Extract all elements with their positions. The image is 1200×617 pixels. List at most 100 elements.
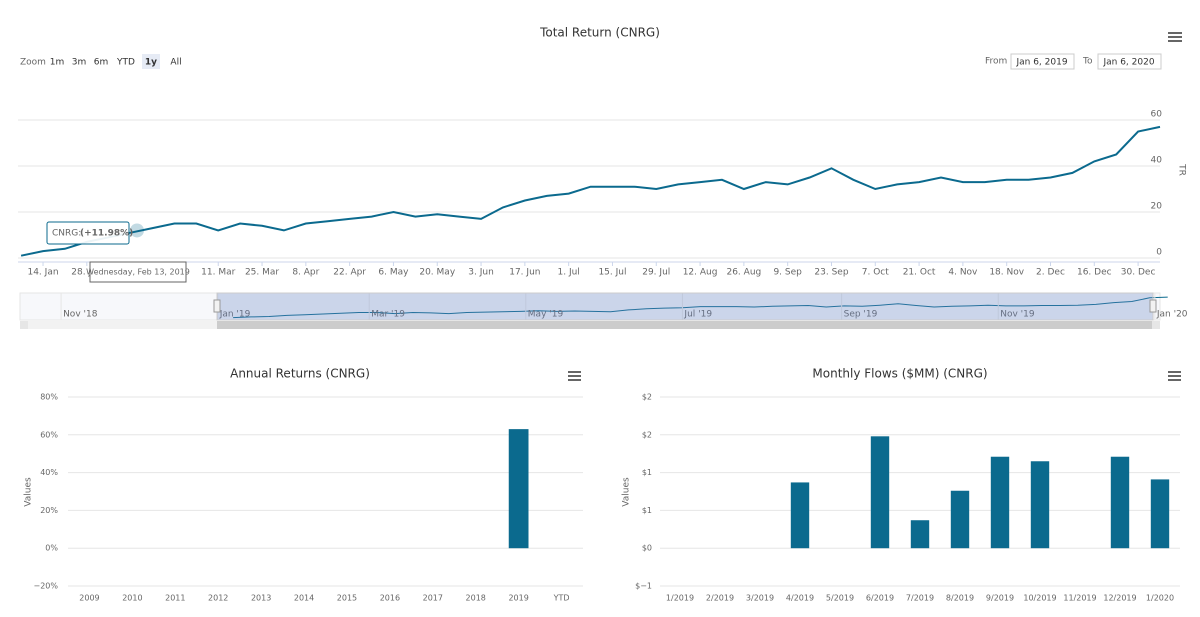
navigator-label: Sep '19 (844, 310, 878, 320)
hover-halo (130, 223, 144, 238)
x-tick-label: 11/2019 (1063, 594, 1096, 603)
bar (1030, 461, 1050, 549)
bar (950, 490, 970, 549)
x-tick-label: 12/2019 (1103, 594, 1136, 603)
scrollbar-thumb[interactable] (217, 321, 1153, 329)
y-tick-label: 60 (1151, 110, 1163, 120)
x-tick-label: 8. Apr (292, 268, 319, 278)
x-tick-label: 2017 (423, 594, 443, 603)
y-tick-label: 20% (40, 506, 58, 515)
bar (508, 429, 529, 549)
navigator-label: Nov '18 (63, 310, 98, 320)
y-tick-label: 80% (40, 393, 58, 402)
to-input[interactable] (1097, 53, 1162, 70)
x-tick-label: 2/2019 (706, 594, 734, 603)
bar (990, 456, 1010, 549)
x-tick-label: 1/2019 (666, 594, 694, 603)
x-tick-label: 23. Sep (814, 268, 848, 278)
chart-title: Annual Returns (CNRG) (230, 367, 370, 381)
from-label: From (985, 57, 1007, 67)
y-axis-title: Values (24, 477, 34, 507)
x-tick-label: 10/2019 (1023, 594, 1056, 603)
y-tick-label: 0 (1156, 248, 1162, 258)
x-tick-label: 2018 (466, 594, 486, 603)
x-tick-label: 11. Mar (201, 268, 235, 278)
y-tick-label: 20 (1151, 202, 1163, 212)
x-tick-label: 9. Sep (773, 268, 802, 278)
zoom-button[interactable]: All (170, 58, 181, 68)
from-input[interactable] (1010, 53, 1075, 70)
bar (790, 482, 810, 549)
x-tick-label: 4/2019 (786, 594, 814, 603)
to-label: To (1082, 57, 1093, 67)
bar (1150, 479, 1170, 549)
navigator-handle[interactable] (1149, 299, 1157, 313)
y-tick-label: $2 (642, 393, 652, 402)
y-tick-label: $0 (642, 544, 652, 553)
x-tick-label: 2014 (294, 594, 314, 603)
x-tick-label: 3/2019 (746, 594, 774, 603)
x-tick-label: 2009 (79, 594, 99, 603)
x-tick-label: 20. May (419, 268, 455, 278)
scroll-right[interactable] (1152, 321, 1160, 329)
navigator-label: Nov '19 (1000, 310, 1035, 320)
navigator-label: Jan '20 (1156, 310, 1188, 320)
chart-title: Monthly Flows ($MM) (CNRG) (812, 367, 987, 381)
x-tick-label: 1. Jul (558, 268, 580, 278)
zoom-button[interactable]: 3m (72, 58, 87, 68)
x-tick-label: 18. Nov (989, 268, 1024, 278)
x-tick-label: 1/2020 (1146, 594, 1174, 603)
zoom-button[interactable]: YTD (116, 58, 135, 68)
x-tick-label: YTD (553, 594, 570, 603)
zoom-button[interactable]: 1m (50, 58, 65, 68)
bar (1110, 456, 1130, 549)
x-tick-label: 2016 (380, 594, 400, 603)
zoom-button-bg (142, 54, 160, 69)
x-tick-label: 22. Apr (333, 268, 366, 278)
y-tick-label: 60% (40, 430, 58, 439)
navigator (19, 292, 1161, 321)
navigator-handle[interactable] (213, 299, 221, 313)
x-tooltip (89, 261, 187, 283)
menu-button[interactable] (1168, 371, 1181, 381)
x-tick-label: 2012 (208, 594, 228, 603)
from-value: Jan 6, 2019 (1015, 58, 1067, 68)
y-axis-title: Values (622, 477, 632, 507)
scroll-left[interactable] (20, 321, 28, 329)
x-tick-label: 21. Oct (903, 268, 936, 278)
tooltip (46, 221, 130, 245)
x-tick-label: 2. Dec (1036, 268, 1065, 278)
y-tick-label: $2 (642, 430, 652, 439)
tooltip-label: CNRG: (52, 229, 81, 239)
x-tooltip-label: Wednesday, Feb 13, 2019 (86, 268, 190, 277)
x-tick-label: 2015 (337, 594, 357, 603)
navigator-label: Jul '19 (683, 310, 712, 320)
x-tick-label: 30. Dec (1121, 268, 1156, 278)
y-tick-label: 40% (40, 468, 58, 477)
x-tick-label: 29. Jul (642, 268, 670, 278)
x-tick-label: 15. Jul (598, 268, 626, 278)
navigator-selection[interactable] (216, 292, 1154, 321)
x-tick-label: 8/2019 (946, 594, 974, 603)
menu-button[interactable] (568, 371, 581, 381)
x-tick-label: 28. Jan (71, 268, 102, 278)
y-tick-label: $1 (642, 468, 652, 477)
zoom-button[interactable]: 6m (94, 58, 109, 68)
x-tick-label: 26. Aug (726, 268, 761, 278)
x-tick-label: 17. Jun (509, 268, 540, 278)
to-value: Jan 6, 2020 (1102, 58, 1154, 68)
y-axis-title: TR (1177, 163, 1187, 176)
tooltip-value: (+11.98%) (80, 229, 133, 239)
zoom-button[interactable]: 1y (145, 58, 157, 68)
x-tick-label: 12. Aug (683, 268, 718, 278)
chart-title: Total Return (CNRG) (539, 26, 660, 40)
line (20, 125, 1161, 257)
x-tick-label: 6. May (378, 268, 409, 278)
bar (910, 520, 930, 549)
zoom-label: Zoom (20, 58, 46, 68)
x-tick-label: 9/2019 (986, 594, 1014, 603)
navigator-label: Jan '19 (219, 310, 251, 320)
menu-button[interactable] (1168, 32, 1182, 42)
y-tick-label: $−1 (635, 582, 652, 591)
